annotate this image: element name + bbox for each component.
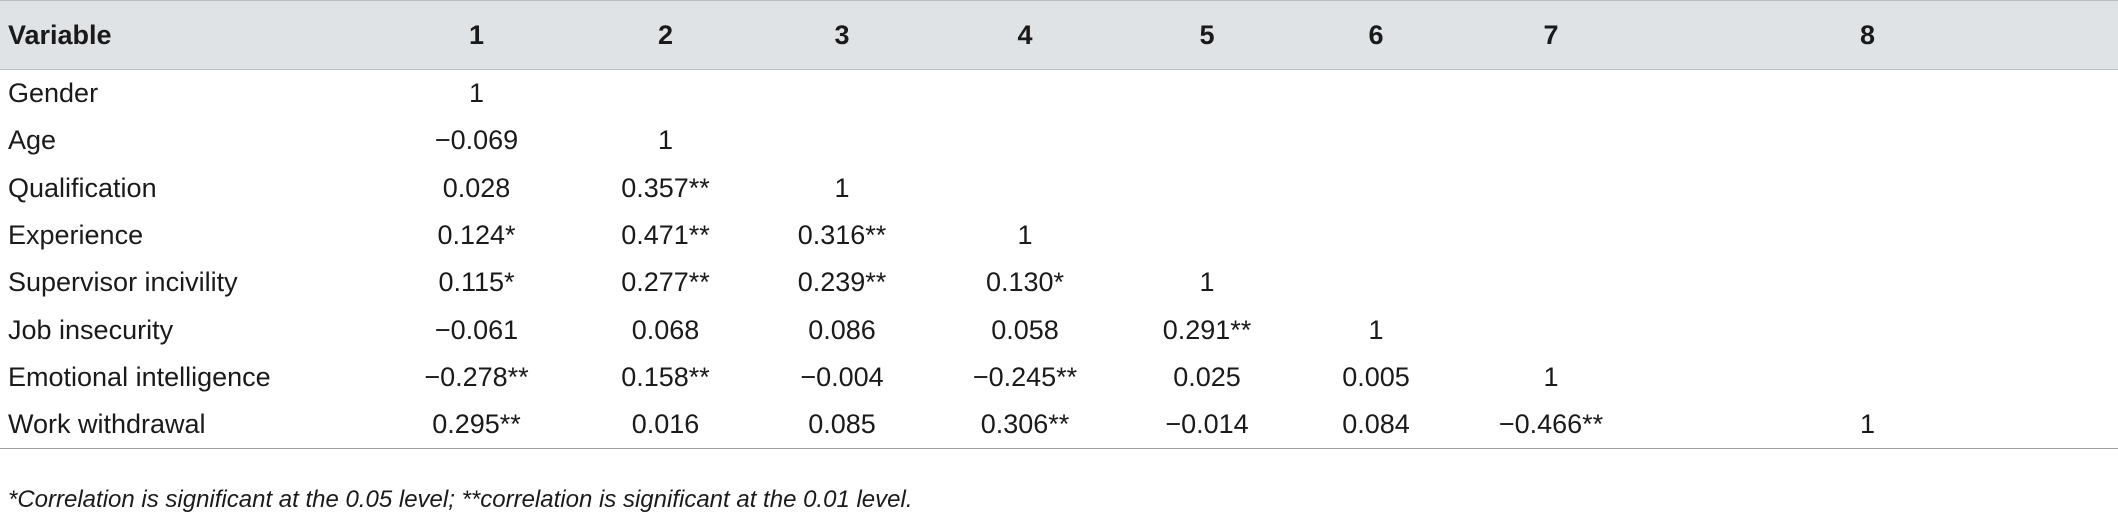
table-cell <box>1617 354 2118 401</box>
table-cell <box>1485 165 1617 212</box>
header-variable: Variable <box>0 0 403 70</box>
row-label: Qualification <box>8 172 157 203</box>
table-cell <box>1617 70 2118 118</box>
table-cell <box>1617 306 2118 353</box>
table-cell <box>1267 117 1485 164</box>
table-cell: 1 <box>1017 220 1033 251</box>
table-row: Qualification 0.028 0.357** 1 <box>0 165 2118 212</box>
table-cell <box>903 70 1147 118</box>
header-col-7: 7 <box>1485 0 1617 70</box>
table-cell: −0.466** <box>1485 401 1617 450</box>
table-cell <box>1485 259 1617 306</box>
table-cell: 0.016 <box>550 401 781 450</box>
table-cell: 0.306** <box>903 401 1147 450</box>
table-cell: 0.277** <box>621 267 710 298</box>
table-row: Emotional intelligence −0.278** 0.158** −0.… <box>0 354 2118 401</box>
table-cell <box>903 165 1147 212</box>
table-cell <box>1485 117 1617 164</box>
table-cell <box>1267 259 1485 306</box>
table-cell <box>1485 70 1617 118</box>
header-col-2: 2 <box>550 0 781 70</box>
table-footnote: *Correlation is significant at the 0.05 … <box>8 486 913 513</box>
table-cell <box>1267 165 1485 212</box>
table-cell: 1 <box>1199 267 1215 298</box>
header-col-5: 5 <box>1147 0 1267 70</box>
table-cell: 0.084 <box>1267 401 1485 450</box>
table-row: Work withdrawal 0.295** 0.016 0.085 0.306** −… <box>0 401 2118 450</box>
table-cell: 1 <box>657 125 674 156</box>
table-row: Experience 0.124* 0.471** 0.316** 1 <box>0 212 2118 259</box>
table-cell: 0.291** <box>1162 314 1252 345</box>
table-cell: −0.004 <box>800 361 884 392</box>
table-cell: −0.061 <box>434 314 519 345</box>
table-cell: −0.014 <box>1147 401 1267 450</box>
table-cell: 0.005 <box>1342 361 1410 392</box>
table-cell: 0.068 <box>631 314 700 345</box>
table-cell <box>1617 165 2118 212</box>
table-cell: 1 <box>1617 401 2118 450</box>
table-cell: −0.069 <box>434 125 519 156</box>
table-cell: 1 <box>1543 361 1559 392</box>
table-cell <box>1617 117 2118 164</box>
table-cell: 0.295** <box>403 401 550 450</box>
table-body: Gender 1 Age −0.069 1 Qualification 0.028 0.357… <box>0 70 2118 450</box>
table-cell: 1 <box>468 78 485 109</box>
table-cell: 0.028 <box>442 172 511 203</box>
table-cell: 0.025 <box>1173 361 1241 392</box>
row-label: Gender <box>8 78 99 109</box>
table-cell: 0.058 <box>991 314 1059 345</box>
table-cell <box>1147 212 1267 259</box>
table-cell: 0.124* <box>437 220 516 251</box>
correlation-table: Variable 1 2 3 4 5 6 7 8 Gender 1 Age −0.069 1 Qualif… <box>0 0 2118 450</box>
table-header: Variable 1 2 3 4 5 6 7 8 <box>0 0 2118 70</box>
row-label: Emotional intelligence <box>8 361 271 392</box>
header-row: Variable 1 2 3 4 5 6 7 8 <box>0 0 2118 70</box>
table-row: Age −0.069 1 <box>0 117 2118 164</box>
header-col-1: 1 <box>403 0 550 70</box>
header-col-6: 6 <box>1267 0 1485 70</box>
table-cell: 0.086 <box>808 314 876 345</box>
correlation-table-container: Variable 1 2 3 4 5 6 7 8 Gender 1 Age −0.069 1 Qualif… <box>0 0 2118 450</box>
table-cell <box>781 117 903 164</box>
header-col-3: 3 <box>781 0 903 70</box>
table-cell: 0.316** <box>797 220 887 251</box>
header-col-4: 4 <box>903 0 1147 70</box>
table-row: Gender 1 <box>0 70 2118 118</box>
table-cell: 0.085 <box>781 401 903 450</box>
header-col-8: 8 <box>1617 0 2118 70</box>
row-label: Job insecurity <box>8 314 174 345</box>
row-label: Supervisor incivility <box>8 267 238 298</box>
table-cell: 1 <box>834 172 850 203</box>
table-cell: −0.278** <box>424 361 529 392</box>
table-row: Job insecurity −0.061 0.068 0.086 0.058 0.291… <box>0 306 2118 353</box>
table-cell <box>1147 165 1267 212</box>
table-cell <box>903 117 1147 164</box>
row-label: Experience <box>8 220 144 251</box>
table-cell <box>1617 212 2118 259</box>
table-cell <box>1485 306 1617 353</box>
table-cell <box>1617 259 2118 306</box>
table-cell: 0.115* <box>438 267 515 298</box>
table-cell: 0.239** <box>797 267 887 298</box>
table-cell <box>781 70 903 118</box>
row-label: Age <box>8 125 57 156</box>
table-cell <box>1267 212 1485 259</box>
table-cell: 0.130* <box>985 267 1065 298</box>
table-cell: 1 <box>1368 314 1384 345</box>
table-cell: 0.471** <box>621 220 710 251</box>
table-cell <box>1267 70 1485 118</box>
table-cell <box>1485 212 1617 259</box>
table-row: Supervisor incivility 0.115* 0.277** 0.239*… <box>0 259 2118 306</box>
row-label: Work withdrawal <box>0 401 403 450</box>
table-cell: 0.158** <box>621 361 710 392</box>
table-cell <box>1147 70 1267 118</box>
table-cell <box>550 70 781 118</box>
table-cell: 0.357** <box>621 172 710 203</box>
table-cell: −0.245** <box>972 361 1078 392</box>
table-cell <box>1147 117 1267 164</box>
